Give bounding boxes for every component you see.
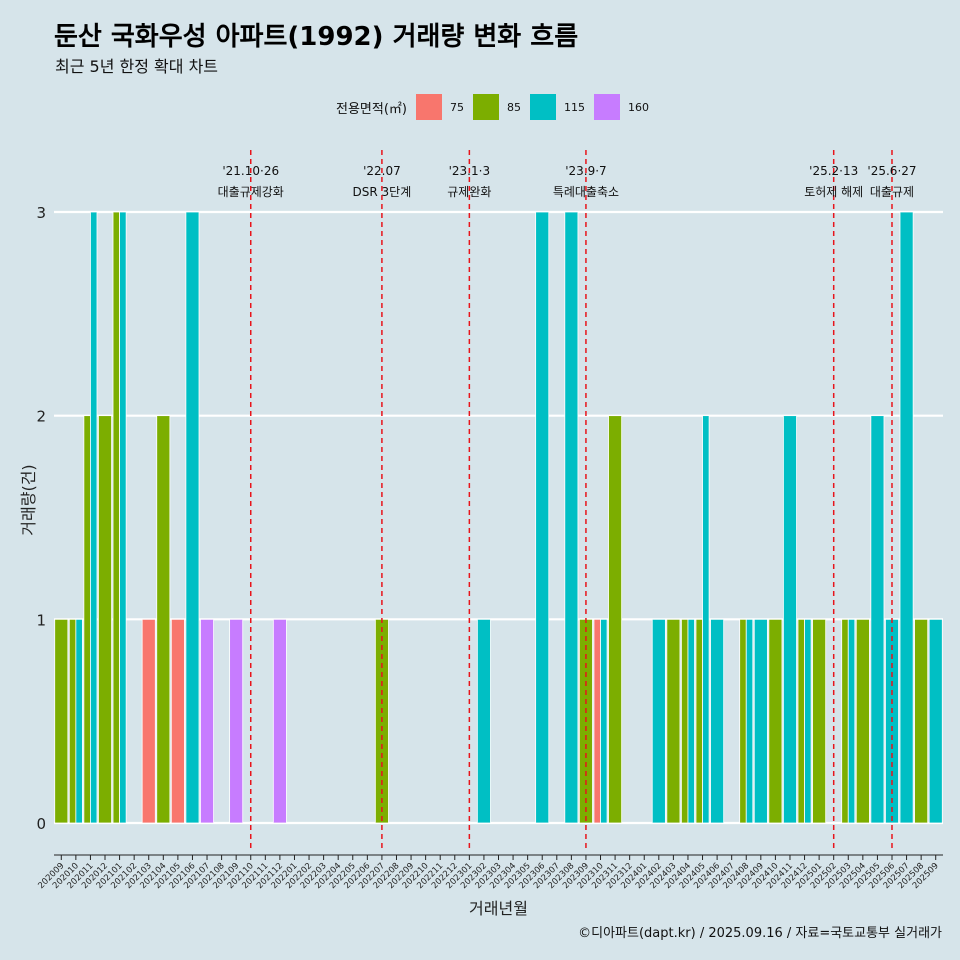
bar [564, 211, 579, 824]
legend-label-115: 115 [563, 100, 585, 114]
bar [702, 415, 710, 824]
bar [608, 415, 623, 824]
legend: 전용면적(㎡) 75 85 115 160 [336, 93, 658, 121]
bar [928, 618, 943, 824]
bar [739, 618, 747, 824]
bar [593, 618, 601, 824]
annotation-date: '23.1·3 [449, 164, 490, 178]
legend-swatch-75 [415, 94, 442, 120]
bar [847, 618, 856, 824]
bar [804, 618, 812, 824]
bar [272, 618, 287, 824]
legend-label-75: 75 [449, 100, 464, 114]
bar [156, 415, 171, 824]
bar [600, 618, 608, 824]
annotation-text: 규제완화 [447, 185, 491, 199]
bar [651, 618, 666, 824]
annotation-date: '23.9·7 [565, 164, 606, 178]
bar [119, 211, 127, 824]
bar [54, 618, 69, 824]
bar [75, 618, 83, 824]
bar [783, 415, 797, 824]
annotation-text: 토허제 해제 [804, 185, 863, 199]
bar [185, 211, 200, 824]
y-tick-label: 3 [36, 204, 46, 222]
x-axis-title: 거래년월 [469, 899, 528, 918]
legend-item-85: 85 [472, 94, 521, 120]
bar [141, 618, 156, 824]
bar [90, 211, 98, 824]
legend-label-160: 160 [627, 100, 649, 114]
bar [535, 211, 550, 824]
legend-label-85: 85 [506, 100, 521, 114]
bar [695, 618, 703, 824]
bar [666, 618, 681, 824]
bar [745, 618, 754, 824]
bar [170, 618, 185, 824]
annotation-date: '22.07 [363, 164, 401, 178]
y-tick-label: 2 [36, 408, 46, 426]
bar [229, 618, 244, 824]
annotation-text: DSR 3단계 [353, 185, 412, 199]
bar [768, 618, 783, 824]
legend-swatch-115 [529, 94, 556, 120]
annotation-date: '21.10·26 [222, 164, 279, 178]
legend-swatch-85 [472, 94, 499, 120]
y-tick-label: 0 [36, 815, 46, 833]
annotation-text: 대출규제강화 [218, 185, 284, 199]
bar [476, 618, 491, 824]
y-axis-title: 거래량(건) [19, 464, 38, 535]
bar [710, 618, 725, 824]
legend-item-75: 75 [415, 94, 464, 120]
annotation-text: 특례대출축소 [553, 185, 619, 199]
chart-caption: ©디아파트(dapt.kr) / 2025.09.16 / 자료=국토교통부 실… [578, 926, 942, 941]
bar [200, 618, 214, 824]
chart-title: 둔산 국화우성 아파트(1992) 거래량 변화 흐름 [54, 22, 579, 52]
annotation-date: '25.6·27 [867, 164, 916, 178]
bar [841, 618, 849, 824]
bar [797, 618, 805, 824]
y-tick-label: 1 [36, 611, 46, 629]
legend-item-160: 160 [593, 94, 649, 120]
bar [914, 618, 929, 824]
bar [112, 211, 120, 824]
chart-subtitle: 최근 5년 한정 확대 차트 [55, 57, 219, 76]
bar [83, 415, 91, 824]
bar [899, 211, 914, 824]
bar [98, 415, 112, 824]
legend-title: 전용면적(㎡) [336, 101, 407, 117]
bar [870, 415, 885, 824]
bar [68, 618, 77, 824]
legend-item-115: 115 [529, 94, 585, 120]
bar [681, 618, 689, 824]
bar [753, 618, 768, 824]
bar [812, 618, 827, 824]
legend-swatch-160 [593, 94, 620, 120]
annotation-date: '25.2·13 [809, 164, 858, 178]
annotation-text: 대출규제 [870, 185, 914, 199]
bar [687, 618, 695, 824]
bar [855, 618, 870, 824]
